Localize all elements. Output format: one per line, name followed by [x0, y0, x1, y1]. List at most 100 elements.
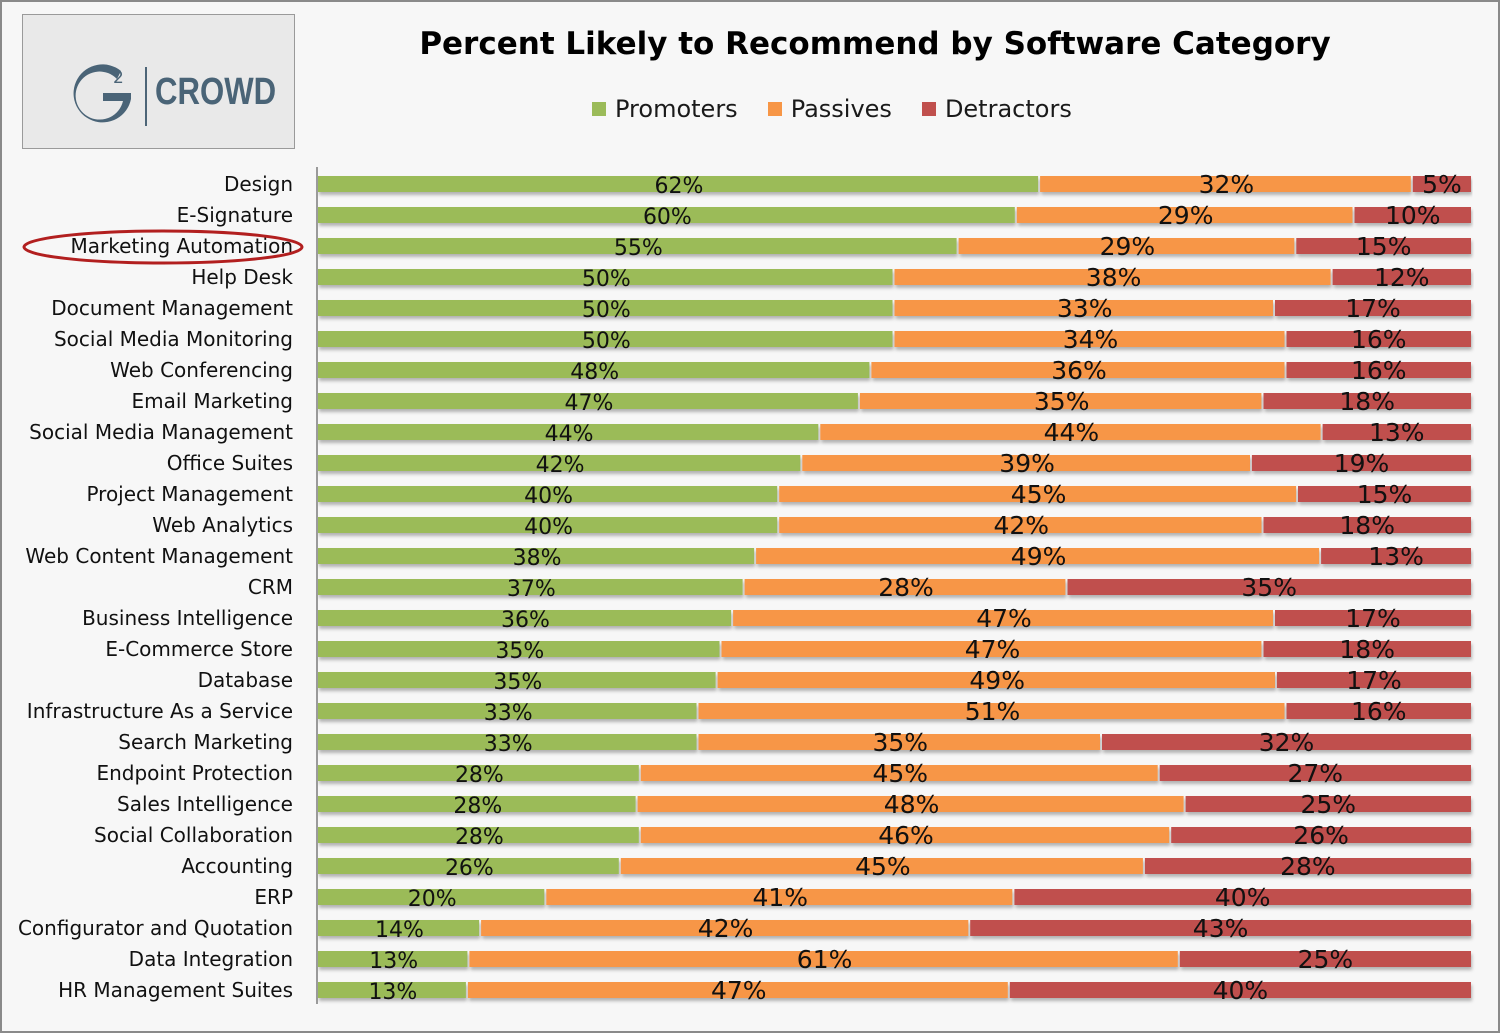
- bar-detractors-web-content-management: [1321, 548, 1471, 564]
- bar-passives-erp: [546, 889, 1013, 905]
- legend-swatch-promoters: [592, 102, 606, 116]
- value-label-passives-database: 49%: [969, 666, 1025, 695]
- bar-promoters-endpoint-protection: [318, 765, 639, 781]
- svg-text:2: 2: [113, 68, 124, 88]
- value-label-detractors-email-marketing: 18%: [1339, 387, 1395, 416]
- category-label-document-management: Document Management: [51, 296, 293, 320]
- value-label-detractors-database: 17%: [1346, 666, 1402, 695]
- bar-promoters-email-marketing: [318, 393, 858, 409]
- bar-passives-hr-management-suites: [467, 982, 1008, 998]
- bar-detractors-email-marketing: [1263, 393, 1471, 409]
- bar-detractors-erp: [1014, 889, 1471, 905]
- category-label-e-commerce-store: E-Commerce Store: [105, 637, 293, 661]
- value-label-passives-erp: 41%: [753, 883, 809, 912]
- value-label-passives-help-desk: 38%: [1086, 263, 1142, 292]
- bar-passives-marketing-automation: [958, 238, 1295, 254]
- bar-promoters-e-commerce-store: [318, 641, 720, 657]
- value-label-promoters-marketing-automation: 55%: [614, 236, 663, 261]
- bar-detractors-office-suites: [1251, 455, 1471, 471]
- bar-passives-infrastructure-as-a-service: [698, 703, 1285, 719]
- bar-passives-configurator-and-quotation: [481, 920, 969, 936]
- g2-crowd-logo: 2 CROWD: [22, 14, 295, 149]
- legend-swatch-detractors: [921, 102, 936, 116]
- value-label-detractors-office-suites: 19%: [1334, 449, 1390, 478]
- value-label-passives-business-intelligence: 47%: [976, 604, 1032, 633]
- bar-promoters-configurator-and-quotation: [318, 920, 480, 936]
- bar-passives-database: [717, 672, 1275, 688]
- value-label-passives-social-media-management: 44%: [1044, 418, 1100, 447]
- value-label-promoters-sales-intelligence: 28%: [453, 794, 502, 819]
- value-label-passives-sales-intelligence: 48%: [884, 790, 940, 819]
- value-label-promoters-e-signature: 60%: [643, 205, 692, 230]
- value-label-detractors-hr-management-suites: 40%: [1213, 976, 1269, 1005]
- value-labels: 62% 32% 5% 60% 29% 10% 55% 29% 15% 50% 38% 12% 50% 33…: [368, 170, 1461, 1005]
- value-label-promoters-social-collaboration: 28%: [455, 825, 504, 850]
- category-label-crm: CRM: [248, 575, 293, 599]
- bar-passives-endpoint-protection: [640, 765, 1158, 781]
- category-label-social-collaboration: Social Collaboration: [94, 823, 293, 847]
- bar-detractors-infrastructure-as-a-service: [1286, 703, 1471, 719]
- g2-logo-icon: 2: [73, 64, 131, 123]
- category-label-configurator-and-quotation: Configurator and Quotation: [18, 916, 293, 940]
- category-label-web-analytics: Web Analytics: [152, 513, 293, 537]
- category-label-endpoint-protection: Endpoint Protection: [96, 761, 293, 785]
- category-label-project-management: Project Management: [86, 482, 293, 506]
- value-label-passives-data-integration: 61%: [797, 945, 853, 974]
- bar-detractors-social-collaboration: [1171, 827, 1471, 843]
- value-label-detractors-social-collaboration: 26%: [1293, 821, 1349, 850]
- bar-promoters-accounting: [318, 858, 619, 874]
- value-label-passives-hr-management-suites: 47%: [711, 976, 767, 1005]
- chart-title: Percent Likely to Recommend by Software …: [419, 26, 1331, 62]
- value-label-detractors-web-analytics: 18%: [1339, 511, 1395, 540]
- bar-detractors-web-conferencing: [1286, 362, 1471, 378]
- bar-passives-web-conferencing: [871, 362, 1285, 378]
- value-label-detractors-web-conferencing: 16%: [1351, 356, 1407, 385]
- bar-passives-social-media-monitoring: [894, 331, 1285, 347]
- value-label-promoters-crm: 37%: [507, 577, 556, 602]
- category-label-social-media-management: Social Media Management: [29, 420, 293, 444]
- value-label-promoters-erp: 20%: [408, 887, 457, 912]
- value-label-detractors-social-media-management: 13%: [1369, 418, 1425, 447]
- value-label-passives-document-management: 33%: [1057, 294, 1113, 323]
- value-label-promoters-endpoint-protection: 28%: [455, 763, 504, 788]
- bar-detractors-crm: [1067, 579, 1471, 595]
- category-label-web-conferencing: Web Conferencing: [110, 358, 293, 382]
- bar-passives-e-signature: [1016, 207, 1353, 223]
- value-label-detractors-business-intelligence: 17%: [1345, 604, 1401, 633]
- category-label-design: Design: [224, 172, 293, 196]
- bar-passives-accounting: [620, 858, 1143, 874]
- bar-passives-document-management: [894, 300, 1273, 316]
- category-label-infrastructure-as-a-service: Infrastructure As a Service: [27, 699, 293, 723]
- bar-promoters-business-intelligence: [318, 610, 732, 626]
- value-label-passives-email-marketing: 35%: [1034, 387, 1090, 416]
- value-label-detractors-endpoint-protection: 27%: [1288, 759, 1344, 788]
- value-label-promoters-hr-management-suites: 13%: [368, 980, 417, 1005]
- value-label-promoters-accounting: 26%: [445, 856, 494, 881]
- bar-passives-office-suites: [802, 455, 1250, 471]
- value-label-promoters-email-marketing: 47%: [565, 391, 614, 416]
- bar-passives-web-content-management: [756, 548, 1320, 564]
- value-label-passives-office-suites: 39%: [999, 449, 1055, 478]
- value-label-passives-configurator-and-quotation: 42%: [698, 914, 754, 943]
- highlight-ellipse: [22, 229, 304, 265]
- bar-detractors-configurator-and-quotation: [970, 920, 1471, 936]
- bar-promoters-search-marketing: [318, 734, 697, 750]
- value-label-promoters-business-intelligence: 36%: [501, 608, 550, 633]
- value-label-detractors-crm: 35%: [1241, 573, 1297, 602]
- bar-detractors-help-desk: [1332, 269, 1471, 285]
- bar-detractors-social-media-management: [1322, 424, 1471, 440]
- value-label-detractors-social-media-monitoring: 16%: [1351, 325, 1407, 354]
- category-label-marketing-automation: Marketing Automation: [70, 234, 293, 258]
- bar-detractors-e-commerce-store: [1263, 641, 1471, 657]
- value-label-passives-crm: 28%: [878, 573, 934, 602]
- bar-passives-project-management: [779, 486, 1297, 502]
- value-label-promoters-document-management: 50%: [582, 298, 631, 323]
- bar-promoters-marketing-automation: [318, 238, 957, 254]
- category-label-sales-intelligence: Sales Intelligence: [117, 792, 293, 816]
- bar-promoters-sales-intelligence: [318, 796, 636, 812]
- bar-promoters-data-integration: [318, 951, 468, 967]
- bar-passives-e-commerce-store: [721, 641, 1262, 657]
- value-label-promoters-infrastructure-as-a-service: 33%: [484, 701, 533, 726]
- value-label-detractors-help-desk: 12%: [1374, 263, 1430, 292]
- value-label-passives-design: 32%: [1199, 170, 1255, 199]
